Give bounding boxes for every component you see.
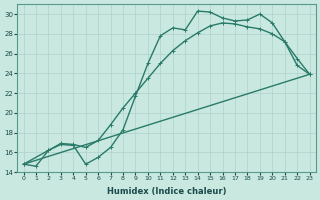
- X-axis label: Humidex (Indice chaleur): Humidex (Indice chaleur): [107, 187, 226, 196]
